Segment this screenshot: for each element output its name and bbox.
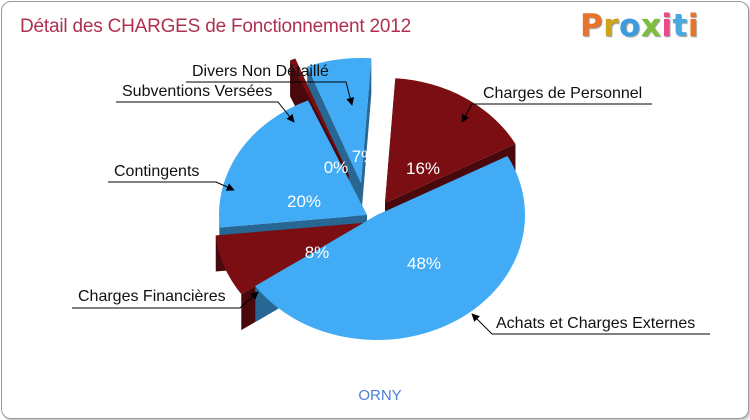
callout-line — [72, 291, 259, 309]
slice-top-face — [385, 78, 516, 203]
slice-category-label: Charges Financières — [78, 288, 226, 305]
logo-letter: t — [672, 8, 688, 44]
slice-top-face — [255, 155, 526, 341]
slice-percent-label: 48% — [407, 254, 441, 273]
callout-line — [116, 101, 295, 123]
callout-line — [108, 181, 235, 191]
callout-line — [471, 313, 710, 335]
slice-category-label: Contingents — [114, 163, 199, 180]
pie-slice-achats-et-charges-externes — [255, 155, 526, 341]
slice-category-label: Subventions Versées — [122, 83, 272, 100]
slice-category-label: Charges de Personnel — [483, 85, 642, 102]
logo-letter: x — [640, 8, 662, 44]
slice-percent-label: 0% — [324, 158, 349, 177]
logo-letter: o — [619, 8, 641, 44]
slice-percent-label: 16% — [406, 159, 440, 178]
logo-letter: P — [580, 8, 604, 44]
chart-footer-label: ORNY — [358, 387, 401, 404]
slice-radial-wall — [361, 58, 372, 220]
slice-top-face — [219, 100, 367, 228]
logo-letter: i — [661, 8, 673, 44]
slice-percent-label: 20% — [287, 192, 321, 211]
slice-category-label: Achats et Charges Externes — [496, 315, 695, 332]
callout-line — [186, 81, 355, 106]
logo-letter: i — [687, 8, 699, 44]
slice-top-face — [215, 223, 363, 295]
slice-percent-label: 8% — [305, 243, 330, 262]
slice-category-label: Divers Non Détaillé — [192, 63, 329, 80]
chart-title: Détail des CHARGES de Fonctionnement 201… — [20, 16, 412, 37]
slice-top-face — [290, 58, 349, 175]
logo-letter: r — [603, 8, 620, 44]
slice-percent-label: 7% — [352, 147, 377, 166]
proxiti-logo: Proxiti — [580, 8, 699, 44]
callout-line — [461, 103, 652, 123]
slice-top-face — [307, 58, 372, 184]
